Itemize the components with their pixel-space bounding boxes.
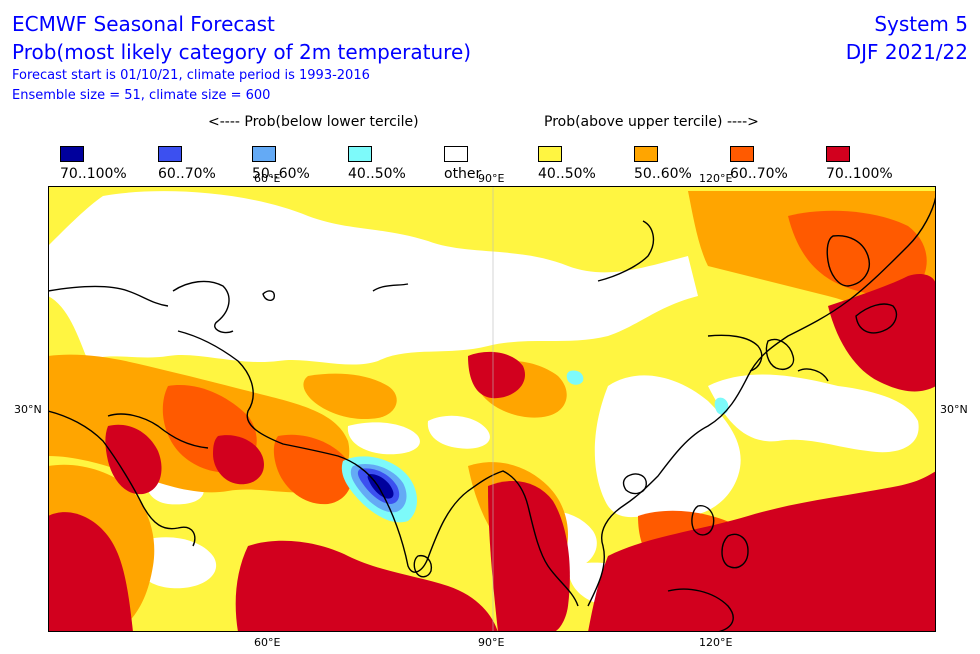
prob-region [488, 481, 570, 632]
legend-swatch [538, 146, 562, 162]
ensemble-info: Ensemble size = 51, climate size = 600 [12, 88, 271, 103]
prob-region [468, 351, 526, 399]
legend-swatch [444, 146, 468, 162]
prob-region [714, 397, 729, 415]
legend-item: 50..60% [634, 146, 692, 182]
page-title: ECMWF Seasonal Forecast [12, 12, 275, 36]
lon-tick-top-60: 60°E [254, 172, 281, 185]
prob-region [213, 435, 264, 485]
lon-tick-top-90: 90°E [478, 172, 505, 185]
prob-region [347, 422, 420, 455]
prob-region [588, 471, 936, 632]
legend-label: 70..100% [826, 166, 893, 182]
legend-item: 70..100% [60, 146, 127, 182]
legend-label: 60..70% [158, 166, 216, 182]
prob-region [235, 540, 498, 632]
legend-swatch [730, 146, 754, 162]
lat-tick-left-30: 30°N [14, 403, 42, 416]
legend-item: 70..100% [826, 146, 893, 182]
prob-region [48, 191, 698, 365]
legend-heading-below: <---- Prob(below lower tercile) [208, 114, 419, 130]
legend-swatch [158, 146, 182, 162]
legend-swatch [634, 146, 658, 162]
legend-swatch [252, 146, 276, 162]
prob-region [828, 274, 936, 392]
lon-tick-bottom-120: 120°E [699, 636, 733, 649]
legend-item: 40..50% [348, 146, 406, 182]
lon-tick-top-120: 120°E [699, 172, 733, 185]
legend-heading-above: Prob(above upper tercile) ----> [544, 114, 759, 130]
legend-swatch [60, 146, 84, 162]
legend-item: 40..50% [538, 146, 596, 182]
prob-region [594, 375, 741, 518]
map-frame [48, 186, 936, 632]
lon-tick-bottom-90: 90°E [478, 636, 505, 649]
prob-region [566, 370, 584, 385]
prob-region [48, 512, 133, 632]
prob-region [303, 373, 397, 420]
legend-item: 60..70% [730, 146, 788, 182]
system-label: System 5 [874, 12, 968, 36]
period-label: DJF 2021/22 [845, 40, 968, 64]
prob-region [273, 434, 352, 505]
legend-label: 50..60% [634, 166, 692, 182]
lat-tick-right-30: 30°N [940, 403, 968, 416]
legend-item: 50..60% [252, 146, 310, 182]
legend-item: 60..70% [158, 146, 216, 182]
forecast-start-info: Forecast start is 01/10/21, climate peri… [12, 68, 370, 83]
prob-region [427, 415, 490, 449]
prob-region [105, 424, 162, 495]
legend-item: other [444, 146, 481, 182]
legend-label: 50..60% [252, 166, 310, 182]
legend-label: 60..70% [730, 166, 788, 182]
legend-label: 40..50% [538, 166, 596, 182]
prob-region [788, 210, 927, 296]
legend-label: other [444, 166, 482, 182]
page-subtitle: Prob(most likely category of 2m temperat… [12, 40, 472, 64]
legend-label: 40..50% [348, 166, 406, 182]
legend-swatch [826, 146, 850, 162]
forecast-map [48, 186, 936, 632]
coastlines [48, 195, 936, 632]
prob-region [708, 374, 919, 453]
legend-label: 70..100% [60, 166, 127, 182]
lon-tick-bottom-60: 60°E [254, 636, 281, 649]
legend-swatch [348, 146, 372, 162]
